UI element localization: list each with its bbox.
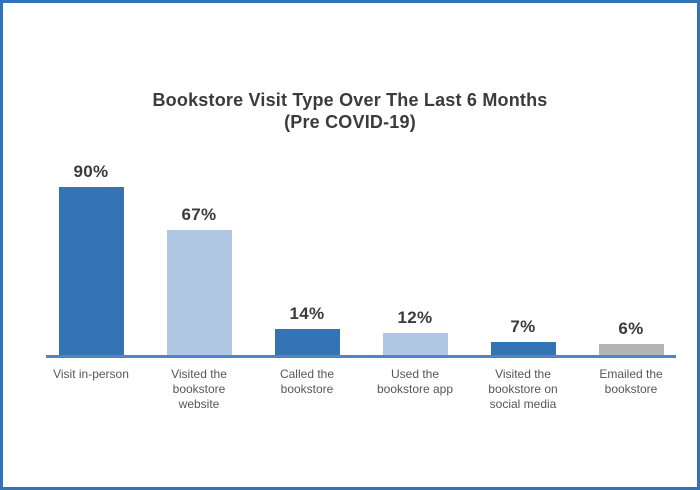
- bar-value-label: 7%: [510, 317, 536, 336]
- chart-title: Bookstore Visit Type Over The Last 6 Mon…: [152, 90, 548, 110]
- bar: [490, 342, 556, 355]
- bar-value-label: 6%: [618, 319, 644, 338]
- bar-value-label: 14%: [289, 304, 325, 323]
- bar-column: 90%: [37, 153, 145, 355]
- category-label: Visited the bookstore website: [171, 367, 227, 411]
- category-label: Visited the bookstore on social media: [488, 367, 558, 411]
- bar: [166, 230, 232, 355]
- bar-column: 67%: [145, 153, 253, 355]
- bars-row: 90% 67% 14% 12% 7% 6%: [37, 153, 685, 355]
- bar: [382, 333, 448, 355]
- bar: [58, 187, 124, 355]
- category-label: Used the bookstore app: [376, 367, 454, 396]
- category-label: Visit in-person: [53, 367, 129, 381]
- bar-column: 7%: [469, 153, 577, 355]
- chart-title-block: Bookstore Visit Type Over The Last 6 Mon…: [3, 89, 697, 133]
- bar: [598, 344, 664, 355]
- bar-value-label: 12%: [397, 308, 433, 327]
- bar-column: 12%: [361, 153, 469, 355]
- category-labels-row: Visit in-person Visited the bookstore web…: [37, 358, 685, 412]
- category-label: Emailed the bookstore: [599, 367, 663, 396]
- x-axis-line: [46, 355, 676, 358]
- bar: [274, 329, 340, 355]
- bar-column: 6%: [577, 153, 685, 355]
- bar-value-label: 90%: [73, 162, 109, 181]
- bar-value-label: 67%: [181, 205, 217, 224]
- category-label: Called the bookstore: [279, 367, 335, 396]
- chart-subtitle: (Pre COVID-19): [284, 112, 416, 132]
- bar-column: 14%: [253, 153, 361, 355]
